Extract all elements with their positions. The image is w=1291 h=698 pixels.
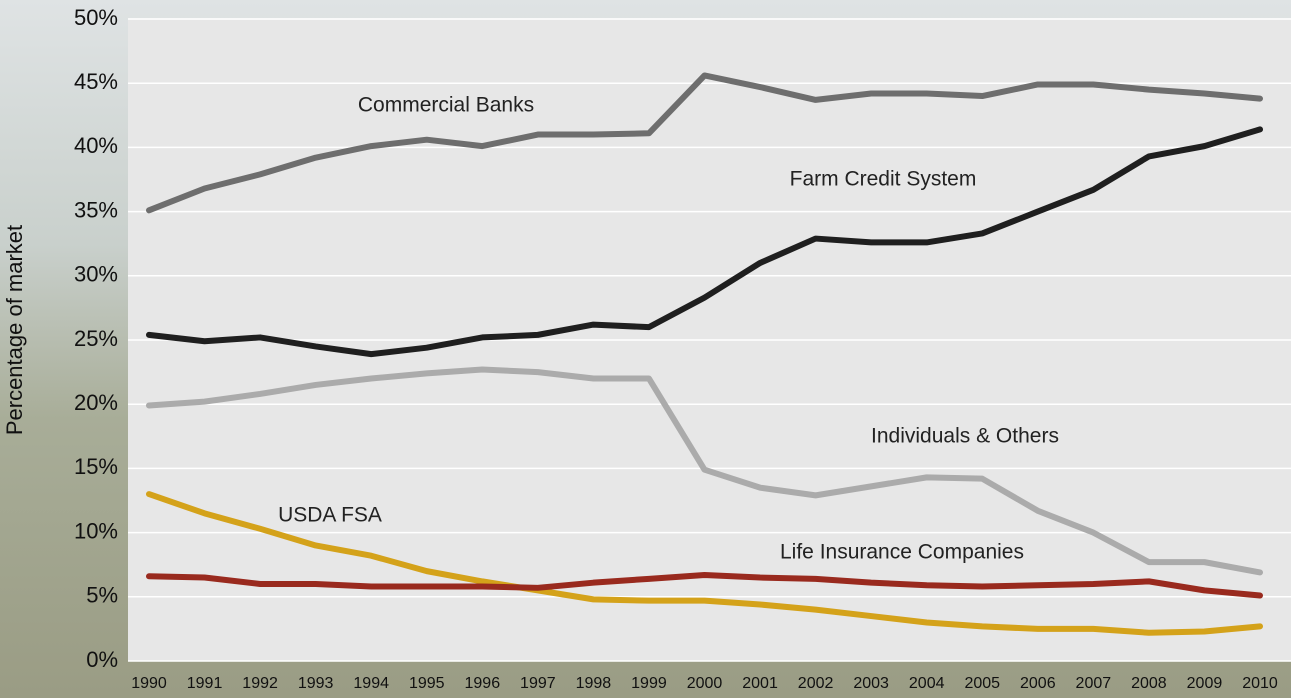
x-tick-label: 2003 <box>853 675 889 692</box>
series-label: Farm Credit System <box>790 168 977 191</box>
y-tick-label: 45% <box>74 69 118 94</box>
series-line <box>146 72 1263 214</box>
x-tick-label: 2002 <box>798 675 834 692</box>
series-line <box>146 571 1263 599</box>
x-tick-label: 1999 <box>631 675 667 692</box>
y-tick-label: 15% <box>74 454 118 479</box>
series-line <box>146 366 1263 576</box>
x-tick-label: 2007 <box>1076 675 1112 692</box>
x-tick-label: 2005 <box>964 675 1000 692</box>
x-tick-label: 2010 <box>1242 675 1278 692</box>
y-tick-label: 30% <box>74 262 118 287</box>
x-tick-label: 1998 <box>576 675 612 692</box>
series-line <box>146 126 1263 358</box>
x-tick-label: 2008 <box>1131 675 1167 692</box>
y-tick-label: 25% <box>74 326 118 351</box>
x-tick-label: 1990 <box>131 675 167 692</box>
y-tick-label: 35% <box>74 197 118 222</box>
y-tick-label: 20% <box>74 390 118 415</box>
y-tick-label: 0% <box>86 647 118 672</box>
x-tick-label: 1992 <box>242 675 278 692</box>
series-line <box>146 491 1263 636</box>
series-label: Commercial Banks <box>358 94 534 117</box>
series-label: Individuals & Others <box>871 425 1059 448</box>
y-tick-label: 40% <box>74 133 118 158</box>
x-tick-label: 2006 <box>1020 675 1056 692</box>
x-tick-label: 1995 <box>409 675 445 692</box>
x-tick-label: 1991 <box>187 675 223 692</box>
series-label: Life Insurance Companies <box>780 541 1024 564</box>
x-tick-label: 2004 <box>909 675 945 692</box>
y-axis-label: Percentage of market <box>2 225 27 435</box>
x-tick-label: 2001 <box>742 675 778 692</box>
x-tick-label: 1994 <box>353 675 389 692</box>
x-tick-label: 1996 <box>465 675 501 692</box>
y-tick-label: 5% <box>86 583 118 608</box>
y-tick-label: 50% <box>74 5 118 30</box>
x-tick-label: 2009 <box>1187 675 1223 692</box>
x-tick-label: 1997 <box>520 675 556 692</box>
series-label: USDA FSA <box>278 504 382 527</box>
y-tick-label: 10% <box>74 518 118 543</box>
x-tick-label: 2000 <box>687 675 723 692</box>
x-tick-label: 1993 <box>298 675 334 692</box>
